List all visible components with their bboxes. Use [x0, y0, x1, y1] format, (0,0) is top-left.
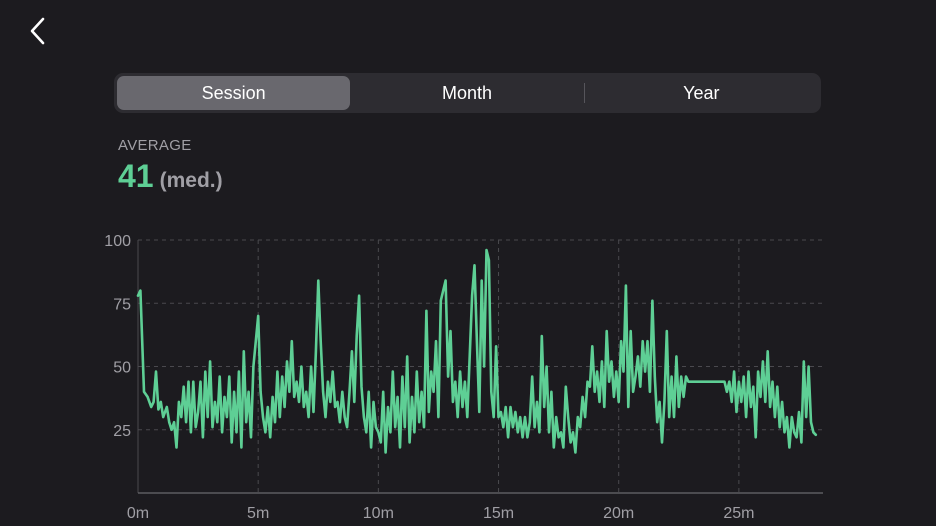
back-button[interactable]	[22, 14, 54, 48]
x-tick-label: 15m	[483, 505, 514, 522]
x-tick-label: 5m	[247, 505, 269, 522]
average-unit: (med.)	[159, 169, 223, 192]
segment-divider	[583, 83, 585, 103]
tab-year[interactable]: Year	[683, 82, 720, 103]
y-tick-label: 100	[104, 233, 131, 250]
tab-session[interactable]: Session	[117, 76, 351, 110]
y-tick-label: 25	[113, 423, 131, 440]
average-value: 41	[118, 158, 154, 194]
x-tick-label: 20m	[603, 505, 634, 522]
series-line	[136, 248, 818, 454]
y-tick-label: 50	[113, 360, 131, 377]
x-tick-label: 10m	[363, 505, 394, 522]
x-tick-label: 0m	[127, 505, 149, 522]
period-segmented-control: Session Month Year	[114, 73, 821, 113]
chevron-left-icon	[30, 17, 45, 45]
y-tick-label: 75	[113, 296, 131, 313]
average-summary: 41 (med.)	[118, 158, 223, 195]
tab-month[interactable]: Month	[441, 82, 492, 103]
average-label: AVERAGE	[118, 137, 192, 154]
x-tick-label: 25m	[723, 505, 754, 522]
